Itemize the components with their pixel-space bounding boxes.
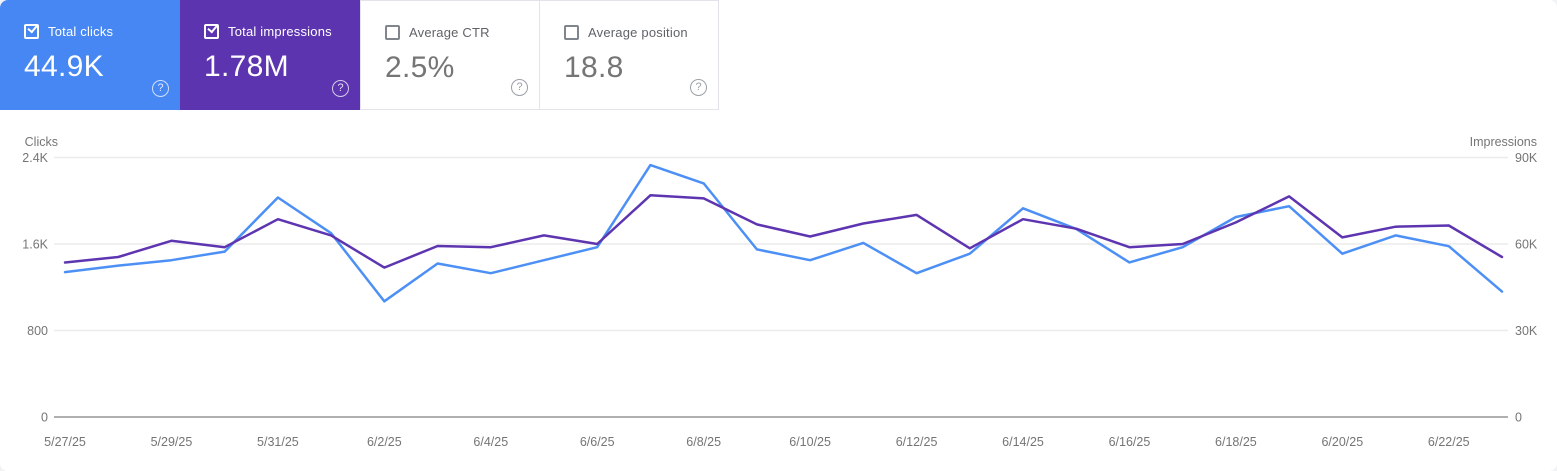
help-icon[interactable]: ? xyxy=(332,80,349,97)
left-axis-tick: 800 xyxy=(27,324,48,338)
right-axis-tick: 60K xyxy=(1515,238,1538,252)
checkbox-unchecked-icon[interactable] xyxy=(385,25,400,40)
performance-chart: Clicks Impressions 2.4K 1.6K 800 0 90K 60K 30K 0 5… xyxy=(0,110,1557,471)
metric-label: Total clicks xyxy=(48,24,114,39)
metric-value: 2.5% xyxy=(385,51,455,84)
x-axis-tick: 6/12/25 xyxy=(896,435,938,449)
metric-label: Average CTR xyxy=(409,25,490,40)
x-axis-tick: 6/8/25 xyxy=(686,435,721,449)
metric-cards: Total clicks 44.9K ? Total impressions 1… xyxy=(0,0,1557,110)
x-axis-tick: 5/27/25 xyxy=(44,435,86,449)
metric-value: 1.78M xyxy=(204,50,289,83)
metric-value: 18.8 xyxy=(564,51,624,84)
x-axis-tick: 6/14/25 xyxy=(1002,435,1044,449)
metric-label: Total impressions xyxy=(228,24,332,39)
right-axis-tick: 30K xyxy=(1515,324,1538,338)
card-header: Average position xyxy=(564,25,718,40)
card-header: Total clicks xyxy=(24,24,180,39)
left-axis-tick: 1.6K xyxy=(22,238,48,252)
x-axis-tick: 5/31/25 xyxy=(257,435,299,449)
right-axis-title: Impressions xyxy=(1470,135,1537,149)
left-axis-title: Clicks xyxy=(25,135,58,149)
left-axis-tick: 2.4K xyxy=(22,151,48,165)
metric-label: Average position xyxy=(588,25,688,40)
clicks-impressions-line-chart: Clicks Impressions 2.4K 1.6K 800 0 90K 60K 30K 0 5… xyxy=(22,135,1538,449)
checkbox-unchecked-icon[interactable] xyxy=(564,25,579,40)
card-header: Average CTR xyxy=(385,25,539,40)
clicks-line-series xyxy=(63,163,1504,303)
metric-card-total-clicks[interactable]: Total clicks 44.9K ? xyxy=(0,0,180,110)
x-axis-tick: 6/6/25 xyxy=(580,435,615,449)
right-axis-tick: 90K xyxy=(1515,151,1538,165)
impressions-line-series xyxy=(63,194,1504,269)
right-axis-tick: 0 xyxy=(1515,411,1522,425)
x-axis-tick: 6/2/25 xyxy=(367,435,402,449)
x-axis-tick: 5/29/25 xyxy=(151,435,193,449)
x-axis-tick: 6/20/25 xyxy=(1321,435,1363,449)
x-axis-tick: 6/16/25 xyxy=(1109,435,1151,449)
help-icon[interactable]: ? xyxy=(690,79,707,96)
x-axis-tick: 6/22/25 xyxy=(1428,435,1470,449)
metric-card-total-impressions[interactable]: Total impressions 1.78M ? xyxy=(180,0,360,110)
help-icon[interactable]: ? xyxy=(152,80,169,97)
checkbox-checked-icon[interactable] xyxy=(24,24,39,39)
checkbox-checked-icon[interactable] xyxy=(204,24,219,39)
x-axis-tick: 6/4/25 xyxy=(473,435,508,449)
card-header: Total impressions xyxy=(204,24,360,39)
x-axis-tick: 6/18/25 xyxy=(1215,435,1257,449)
x-axis-tick: 6/10/25 xyxy=(789,435,831,449)
metric-value: 44.9K xyxy=(24,50,104,83)
left-axis-tick: 0 xyxy=(41,411,48,425)
metric-card-average-ctr[interactable]: Average CTR 2.5% ? xyxy=(360,0,540,110)
help-icon[interactable]: ? xyxy=(511,79,528,96)
metric-card-average-position[interactable]: Average position 18.8 ? xyxy=(539,0,719,110)
